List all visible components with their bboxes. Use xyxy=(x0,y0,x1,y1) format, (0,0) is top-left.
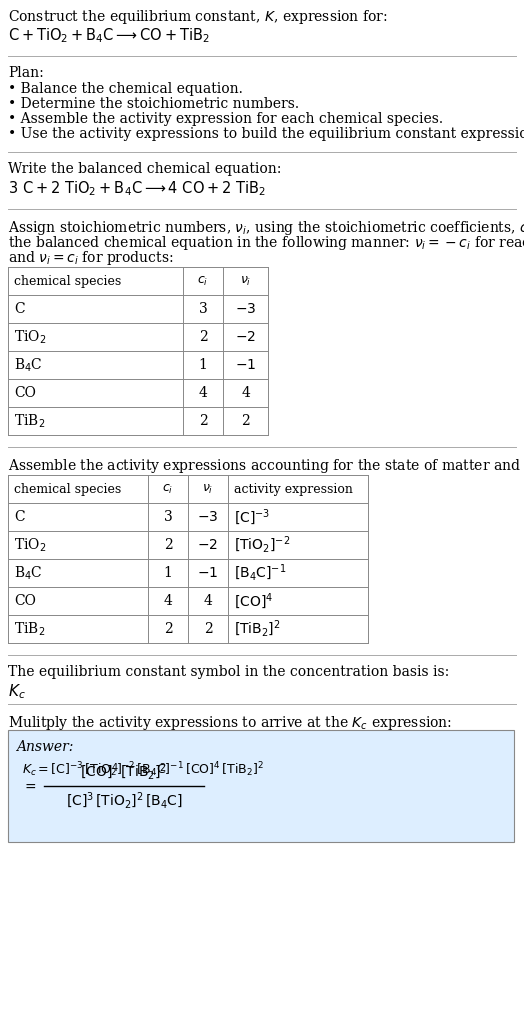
Text: $-1$: $-1$ xyxy=(235,358,256,372)
Text: 4: 4 xyxy=(199,386,208,400)
Text: $c_i$: $c_i$ xyxy=(162,483,173,495)
Text: • Balance the chemical equation.: • Balance the chemical equation. xyxy=(8,82,243,96)
Text: 2: 2 xyxy=(163,538,172,552)
Text: $\mathrm{C + TiO_2 + B_4C \longrightarrow CO + TiB_2}$: $\mathrm{C + TiO_2 + B_4C \longrightarro… xyxy=(8,26,210,45)
Text: $-2$: $-2$ xyxy=(235,330,256,344)
Text: The equilibrium constant symbol in the concentration basis is:: The equilibrium constant symbol in the c… xyxy=(8,665,449,679)
Text: 2: 2 xyxy=(163,622,172,636)
Text: 4: 4 xyxy=(163,594,172,607)
Text: $\nu_i$: $\nu_i$ xyxy=(240,275,251,288)
Text: $\mathrm{3\ C + 2\ TiO_2 + B_4C \longrightarrow 4\ CO + 2\ TiB_2}$: $\mathrm{3\ C + 2\ TiO_2 + B_4C \longrig… xyxy=(8,179,266,198)
Text: Write the balanced chemical equation:: Write the balanced chemical equation: xyxy=(8,162,281,176)
Text: $[\mathrm{B_4C}]^{-1}$: $[\mathrm{B_4C}]^{-1}$ xyxy=(234,563,286,583)
Text: $[\mathrm{CO}]^4\,[\mathrm{TiB_2}]^2$: $[\mathrm{CO}]^4\,[\mathrm{TiB_2}]^2$ xyxy=(80,762,168,782)
Text: TiO$_2$: TiO$_2$ xyxy=(14,536,47,553)
Text: $K_c = [\mathrm{C}]^{-3}\,[\mathrm{TiO_2}]^{-2}\,[\mathrm{B_4C}]^{-1}\,[\mathrm{: $K_c = [\mathrm{C}]^{-3}\,[\mathrm{TiO_2… xyxy=(22,760,264,779)
Text: $[\mathrm{TiO_2}]^{-2}$: $[\mathrm{TiO_2}]^{-2}$ xyxy=(234,535,290,555)
Text: 3: 3 xyxy=(199,302,208,317)
Text: 2: 2 xyxy=(199,330,208,344)
Text: 1: 1 xyxy=(199,358,208,372)
Text: $[\mathrm{TiB_2}]^2$: $[\mathrm{TiB_2}]^2$ xyxy=(234,619,281,639)
Text: $[\mathrm{CO}]^4$: $[\mathrm{CO}]^4$ xyxy=(234,591,273,611)
Text: B$_4$C: B$_4$C xyxy=(14,565,42,582)
Text: chemical species: chemical species xyxy=(14,275,121,288)
Text: B$_4$C: B$_4$C xyxy=(14,356,42,374)
Text: 1: 1 xyxy=(163,566,172,580)
Text: $-3$: $-3$ xyxy=(235,302,256,317)
Text: chemical species: chemical species xyxy=(14,483,121,495)
Text: TiB$_2$: TiB$_2$ xyxy=(14,412,45,430)
Text: $-3$: $-3$ xyxy=(198,510,219,524)
Text: Mulitply the activity expressions to arrive at the $K_c$ expression:: Mulitply the activity expressions to arr… xyxy=(8,714,452,732)
Text: C: C xyxy=(14,510,25,524)
Text: $c_i$: $c_i$ xyxy=(198,275,209,288)
Text: TiB$_2$: TiB$_2$ xyxy=(14,621,45,638)
Text: 3: 3 xyxy=(163,510,172,524)
Text: 2: 2 xyxy=(241,414,250,428)
Text: Construct the equilibrium constant, $K$, expression for:: Construct the equilibrium constant, $K$,… xyxy=(8,8,388,26)
Text: • Assemble the activity expression for each chemical species.: • Assemble the activity expression for e… xyxy=(8,112,443,126)
Text: • Use the activity expressions to build the equilibrium constant expression.: • Use the activity expressions to build … xyxy=(8,127,524,141)
Text: the balanced chemical equation in the following manner: $\nu_i = -c_i$ for react: the balanced chemical equation in the fo… xyxy=(8,234,524,252)
Text: activity expression: activity expression xyxy=(234,483,353,495)
Text: 2: 2 xyxy=(204,622,212,636)
Text: $-2$: $-2$ xyxy=(198,538,219,552)
Text: $\nu_i$: $\nu_i$ xyxy=(202,483,214,495)
Text: • Determine the stoichiometric numbers.: • Determine the stoichiometric numbers. xyxy=(8,97,299,111)
Text: 2: 2 xyxy=(199,414,208,428)
Text: $[\mathrm{C}]^3\,[\mathrm{TiO_2}]^2\,[\mathrm{B_4C}]$: $[\mathrm{C}]^3\,[\mathrm{TiO_2}]^2\,[\m… xyxy=(66,791,182,812)
Text: $[\mathrm{C}]^{-3}$: $[\mathrm{C}]^{-3}$ xyxy=(234,507,270,527)
Text: and $\nu_i = c_i$ for products:: and $\nu_i = c_i$ for products: xyxy=(8,249,173,268)
Text: 4: 4 xyxy=(203,594,212,607)
Text: Answer:: Answer: xyxy=(16,740,73,753)
Text: TiO$_2$: TiO$_2$ xyxy=(14,329,47,346)
Text: CO: CO xyxy=(14,594,36,607)
Text: $-1$: $-1$ xyxy=(198,566,219,580)
FancyBboxPatch shape xyxy=(8,730,514,842)
Text: 4: 4 xyxy=(241,386,250,400)
Text: Assemble the activity expressions accounting for the state of matter and $\nu_i$: Assemble the activity expressions accoun… xyxy=(8,457,524,475)
Text: $=$: $=$ xyxy=(22,779,37,793)
Text: $K_c$: $K_c$ xyxy=(8,682,26,700)
Text: Plan:: Plan: xyxy=(8,66,43,80)
Text: C: C xyxy=(14,302,25,317)
Text: CO: CO xyxy=(14,386,36,400)
Text: Assign stoichiometric numbers, $\nu_i$, using the stoichiometric coefficients, $: Assign stoichiometric numbers, $\nu_i$, … xyxy=(8,218,524,237)
